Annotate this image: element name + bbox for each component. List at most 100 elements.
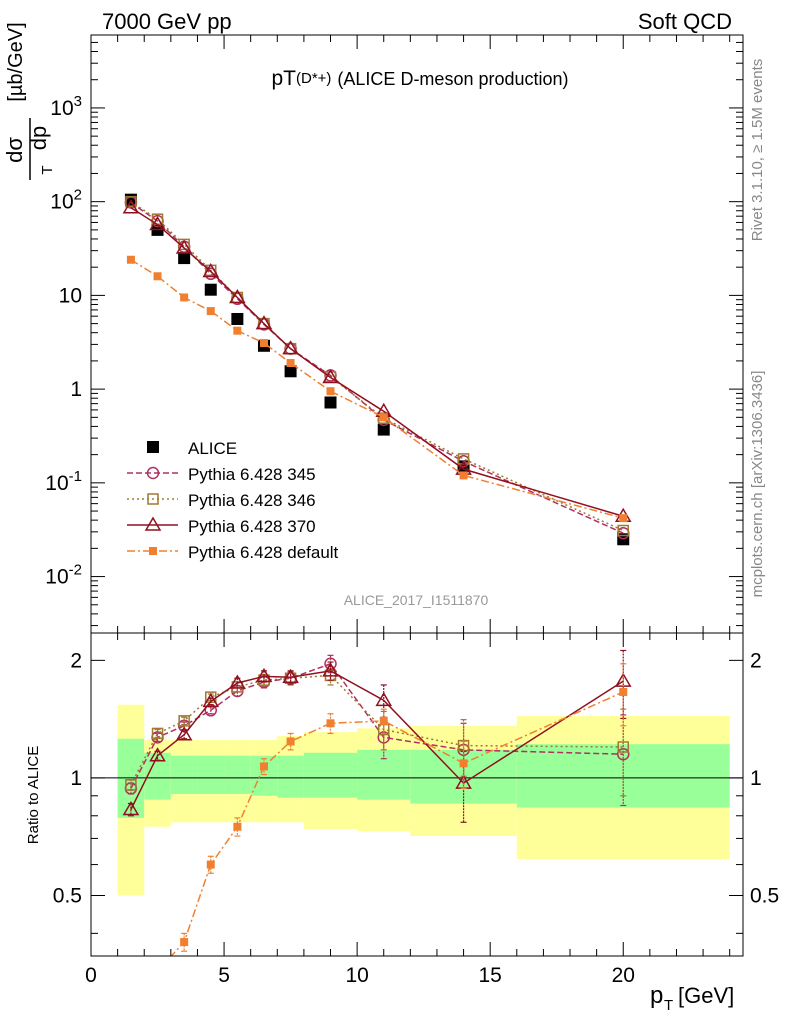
point-top-pdef-6	[286, 358, 295, 367]
point-top-alice-8	[377, 423, 390, 436]
legend-marker-alice	[147, 441, 159, 453]
x-tick-label-1: 5	[218, 964, 230, 987]
legend-marker-p370	[144, 516, 162, 531]
series-top-p346	[125, 195, 629, 537]
point-top-pdef-1	[153, 272, 162, 281]
point-ratio-p370-5	[255, 667, 273, 683]
series-top-p345	[124, 196, 630, 540]
legend-item-p346: Pythia 6.428 346	[127, 491, 316, 510]
analysis-id: ALICE_2017_I1511870	[344, 592, 489, 608]
point-ratio-pdef-5	[259, 762, 268, 771]
point-top-p346-9	[457, 453, 470, 465]
y-tick-label-ratio-left-1: 1	[70, 767, 82, 790]
series-line-top-pdef	[130, 259, 624, 519]
point-ratio-pdef-8	[379, 716, 388, 725]
point-top-pdef-2	[180, 293, 189, 302]
band-inner-8	[357, 749, 411, 800]
point-top-p370-6	[282, 340, 299, 355]
series-ratio-pdef	[154, 663, 628, 975]
point-ratio-pdef-4	[233, 822, 242, 831]
ratio-uncertainty-bands	[91, 704, 743, 896]
point-top-p346-10	[617, 524, 629, 537]
y-axis-label-top: dσ dp T [µb/GeV]	[2, 22, 56, 180]
point-top-p370-4	[229, 288, 246, 304]
ratio-panel-frame	[90, 632, 744, 957]
point-ratio-pdef-10	[619, 687, 628, 696]
point-top-pdef-10	[619, 514, 628, 523]
point-ratio-p346-2	[178, 715, 190, 727]
xlabel-unit: [GeV]	[678, 983, 734, 1008]
legend-item-pdef: Pythia 6.428 default	[127, 543, 339, 562]
band-inner-3	[197, 755, 225, 794]
band-inner-2	[170, 755, 198, 794]
xlabel-main: p	[650, 982, 663, 1009]
band-inner-6	[277, 755, 304, 798]
point-top-p370-3	[202, 262, 220, 278]
band-inner-7	[303, 752, 358, 798]
main-panel-series	[122, 193, 632, 546]
point-ratio-p370-8	[375, 691, 393, 707]
point-top-p370-5	[255, 315, 273, 330]
legend-label-p370: Pythia 6.428 370	[188, 517, 316, 536]
point-ratio-p370-2	[175, 726, 193, 741]
ylabel-den: dp	[26, 126, 51, 150]
legend-marker-pdef	[149, 547, 157, 555]
axes-ticks: 0 5 10 15 20 10-2 10-1 1 10 102 103 0.5 0.5 1 1 2 2	[45, 34, 779, 987]
point-top-pdef-7	[326, 387, 335, 396]
rivet-label: Rivet 3.1.10, ≥ 1.5M events	[749, 59, 766, 242]
point-ratio-p346-0	[125, 779, 137, 791]
point-top-alice-3	[204, 283, 217, 296]
y-tick-label-top-0: 10-2	[45, 562, 82, 589]
x-tick-label-0: 0	[85, 964, 97, 987]
point-ratio-p370-7	[322, 662, 339, 677]
y-tick-label-ratio-right-0: 0.5	[750, 885, 779, 908]
point-top-pdef-5	[259, 339, 268, 348]
x-tick-label-3: 15	[479, 964, 502, 987]
x-tick-label-4: 20	[612, 964, 635, 987]
point-top-p346-8	[377, 412, 390, 424]
legend-item-alice: ALICE	[147, 439, 237, 458]
series-top-pdef	[126, 255, 628, 523]
point-top-p370-1	[149, 216, 166, 231]
point-ratio-pdef-2	[180, 938, 189, 947]
point-top-pdef-9	[459, 471, 468, 480]
y-tick-label-top-1: 10-1	[45, 468, 82, 495]
legend-item-p345: Pythia 6.428 345	[127, 465, 316, 484]
point-ratio-p370-4	[229, 674, 246, 689]
y-tick-label-ratio-right-1: 1	[750, 767, 762, 790]
point-top-p346-0	[125, 195, 137, 208]
point-top-pdef-4	[233, 326, 242, 335]
y-axis-label-ratio: Ratio to ALICE	[25, 746, 42, 844]
ylabel-num: dσ	[2, 137, 27, 163]
point-ratio-p346-1	[151, 727, 164, 740]
mcplots-label: mcplots.cern.ch [arXiv:1306.3436]	[749, 371, 766, 598]
y-tick-label-ratio-left-2: 2	[70, 649, 82, 672]
point-ratio-p346-10	[617, 741, 629, 753]
point-top-alice-4	[231, 312, 244, 325]
x-tick-label-2: 10	[345, 964, 368, 987]
point-top-alice-6	[284, 365, 297, 378]
point-top-pdef-0	[126, 255, 135, 264]
y-tick-label-ratio-right-2: 2	[750, 649, 762, 672]
point-top-alice-2	[178, 252, 191, 265]
legend: ALICE Pythia 6.428 345 Pythia 6.428 346 Pyt…	[127, 439, 339, 562]
xlabel-sub: T	[664, 997, 673, 1014]
legend-label-alice: ALICE	[188, 439, 237, 458]
point-ratio-pdef-1	[154, 967, 162, 975]
point-top-alice-7	[324, 396, 337, 409]
point-ratio-p370-6	[282, 668, 299, 684]
point-top-pdef-8	[379, 413, 388, 422]
ylabel-den-sub: T	[39, 165, 56, 174]
band-inner-4	[224, 755, 251, 794]
y-tick-label-ratio-left-0: 0.5	[53, 885, 82, 908]
title-rest: (ALICE D-meson production)	[337, 69, 568, 89]
x-axis-label: p T [GeV]	[650, 982, 734, 1014]
point-top-pdef-3	[206, 307, 215, 316]
point-ratio-pdef-3	[206, 860, 215, 869]
series-line-top-p370	[130, 207, 624, 517]
point-top-p370-0	[122, 199, 140, 214]
legend-label-p345: Pythia 6.428 345	[188, 465, 316, 484]
title-sup: (D*+)	[296, 70, 331, 87]
ratio-panel-series	[122, 649, 632, 975]
